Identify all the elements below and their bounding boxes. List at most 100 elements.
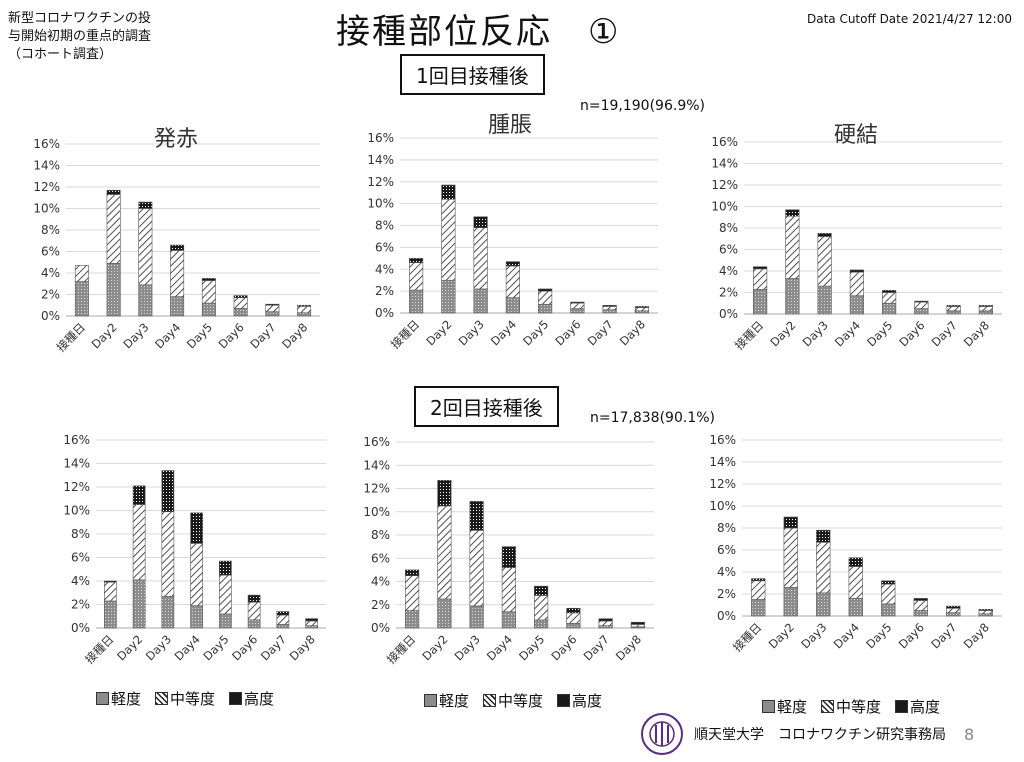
x-tick-label: Day6: [216, 320, 247, 351]
bar-mild: [634, 310, 649, 314]
y-tick-label: 2%: [717, 587, 736, 601]
legend-severe: 高度: [244, 690, 275, 708]
x-tick-label: Day3: [800, 318, 831, 349]
x-tick-label: Day7: [258, 632, 289, 663]
bar-moderate: [570, 302, 585, 309]
bar-severe: [817, 233, 832, 237]
bar-moderate: [104, 581, 117, 602]
y-tick-label: 4%: [375, 262, 394, 276]
y-tick-label: 8%: [375, 219, 394, 233]
bar-severe: [265, 303, 280, 306]
chart-title: 腫脹: [488, 113, 532, 138]
bar-mild: [598, 625, 613, 629]
bar-mild: [538, 303, 553, 314]
x-tick-label: Day8: [287, 632, 318, 663]
y-tick-label: 6%: [375, 240, 394, 254]
x-tick-label: Day4: [488, 317, 519, 348]
legend-mild-swatch: [424, 694, 437, 707]
x-tick-label: Day7: [585, 317, 616, 348]
legend-mild-swatch: [96, 692, 109, 705]
bar-mild: [785, 278, 800, 315]
bar-mild: [534, 619, 549, 629]
legend-mild: 軽度: [111, 690, 142, 708]
bar-mild: [297, 312, 312, 317]
subtitle-line: 与開始初期の重点的調査: [8, 29, 152, 44]
x-tick-label: Day5: [520, 317, 551, 348]
bar-moderate: [817, 236, 832, 287]
x-tick-label: Day3: [456, 317, 487, 348]
bar-severe: [138, 201, 153, 209]
y-tick-label: 10%: [33, 202, 60, 216]
bar-mild: [104, 600, 117, 629]
bar-mild: [570, 308, 585, 314]
bar-moderate: [634, 307, 649, 312]
bar-moderate: [913, 600, 928, 611]
x-tick-label: Day7: [581, 632, 612, 663]
x-tick-label: Day2: [766, 620, 797, 651]
bar-moderate: [881, 583, 896, 605]
y-tick-label: 0%: [717, 609, 736, 623]
y-tick-label: 0%: [71, 621, 90, 635]
bar-severe: [469, 500, 484, 531]
x-tick-label: 接種日: [82, 632, 116, 666]
bar-severe: [946, 605, 961, 609]
y-tick-label: 12%: [63, 480, 90, 494]
bar-mild: [219, 613, 232, 629]
bar-severe: [816, 529, 831, 543]
bar-severe: [785, 209, 800, 217]
chart-redness-dose2: 0%2%4%6%8%10%12%14%16%接種日Day2Day3Day4Day…: [63, 433, 326, 667]
x-tick-label: Day6: [896, 318, 927, 349]
y-tick-label: 16%: [367, 131, 394, 145]
y-tick-label: 4%: [71, 574, 90, 588]
x-tick-label: 接種日: [730, 620, 764, 654]
x-tick-label: Day2: [419, 632, 450, 663]
bar-severe: [233, 295, 248, 299]
bar-moderate: [751, 580, 766, 600]
y-tick-label: 0%: [371, 621, 390, 635]
bar-moderate: [978, 306, 993, 312]
y-tick-label: 16%: [711, 135, 738, 149]
bar-severe: [501, 546, 516, 568]
legend-severe-swatch: [557, 694, 571, 707]
x-tick-label: Day5: [200, 632, 231, 663]
y-tick-label: 0%: [719, 307, 738, 321]
bar-mild: [473, 288, 488, 314]
y-tick-label: 10%: [709, 499, 736, 513]
y-tick-label: 8%: [71, 527, 90, 541]
bar-mild: [881, 603, 896, 617]
legend-moderate: 中等度: [498, 692, 544, 710]
x-tick-label: Day3: [143, 632, 174, 663]
bar-moderate: [785, 215, 800, 279]
bar-severe: [190, 512, 203, 544]
bar-moderate: [106, 194, 121, 264]
bar-severe: [753, 266, 768, 270]
bar-moderate: [566, 612, 581, 624]
x-tick-label: Day8: [961, 318, 992, 349]
y-tick-label: 16%: [363, 435, 390, 449]
y-tick-label: 6%: [371, 551, 390, 565]
page-number: 8: [964, 724, 975, 744]
x-tick-label: Day2: [114, 632, 145, 663]
bar-severe: [602, 305, 617, 307]
legend-severe: 高度: [572, 692, 603, 710]
y-tick-label: 16%: [709, 433, 736, 447]
bar-mild: [276, 624, 290, 629]
data-cutoff-date: Data Cutoff Date 2021/4/27 12:00: [806, 12, 1012, 26]
x-tick-label: Day6: [896, 620, 927, 651]
bar-moderate: [132, 504, 146, 581]
bar-mild: [913, 610, 928, 617]
bar-severe: [913, 598, 928, 601]
y-tick-label: 4%: [41, 266, 60, 280]
bar-mild: [247, 619, 261, 629]
legend-severe: 高度: [910, 698, 941, 716]
bar-severe: [132, 485, 146, 505]
bar-severe: [161, 470, 175, 512]
legend-severe-swatch: [895, 700, 909, 713]
chart-induration-dose2: 0%2%4%6%8%10%12%14%16%接種日 Day2 Day3 Day4 Day…: [709, 433, 1002, 655]
legend-right: 軽度 中等度 高度: [762, 696, 940, 717]
x-tick-label: Day8: [279, 320, 310, 351]
y-tick-label: 2%: [71, 598, 90, 612]
bar-mild: [817, 285, 832, 315]
x-tick-label: 接種日: [54, 320, 88, 354]
bar-mild: [751, 599, 766, 617]
